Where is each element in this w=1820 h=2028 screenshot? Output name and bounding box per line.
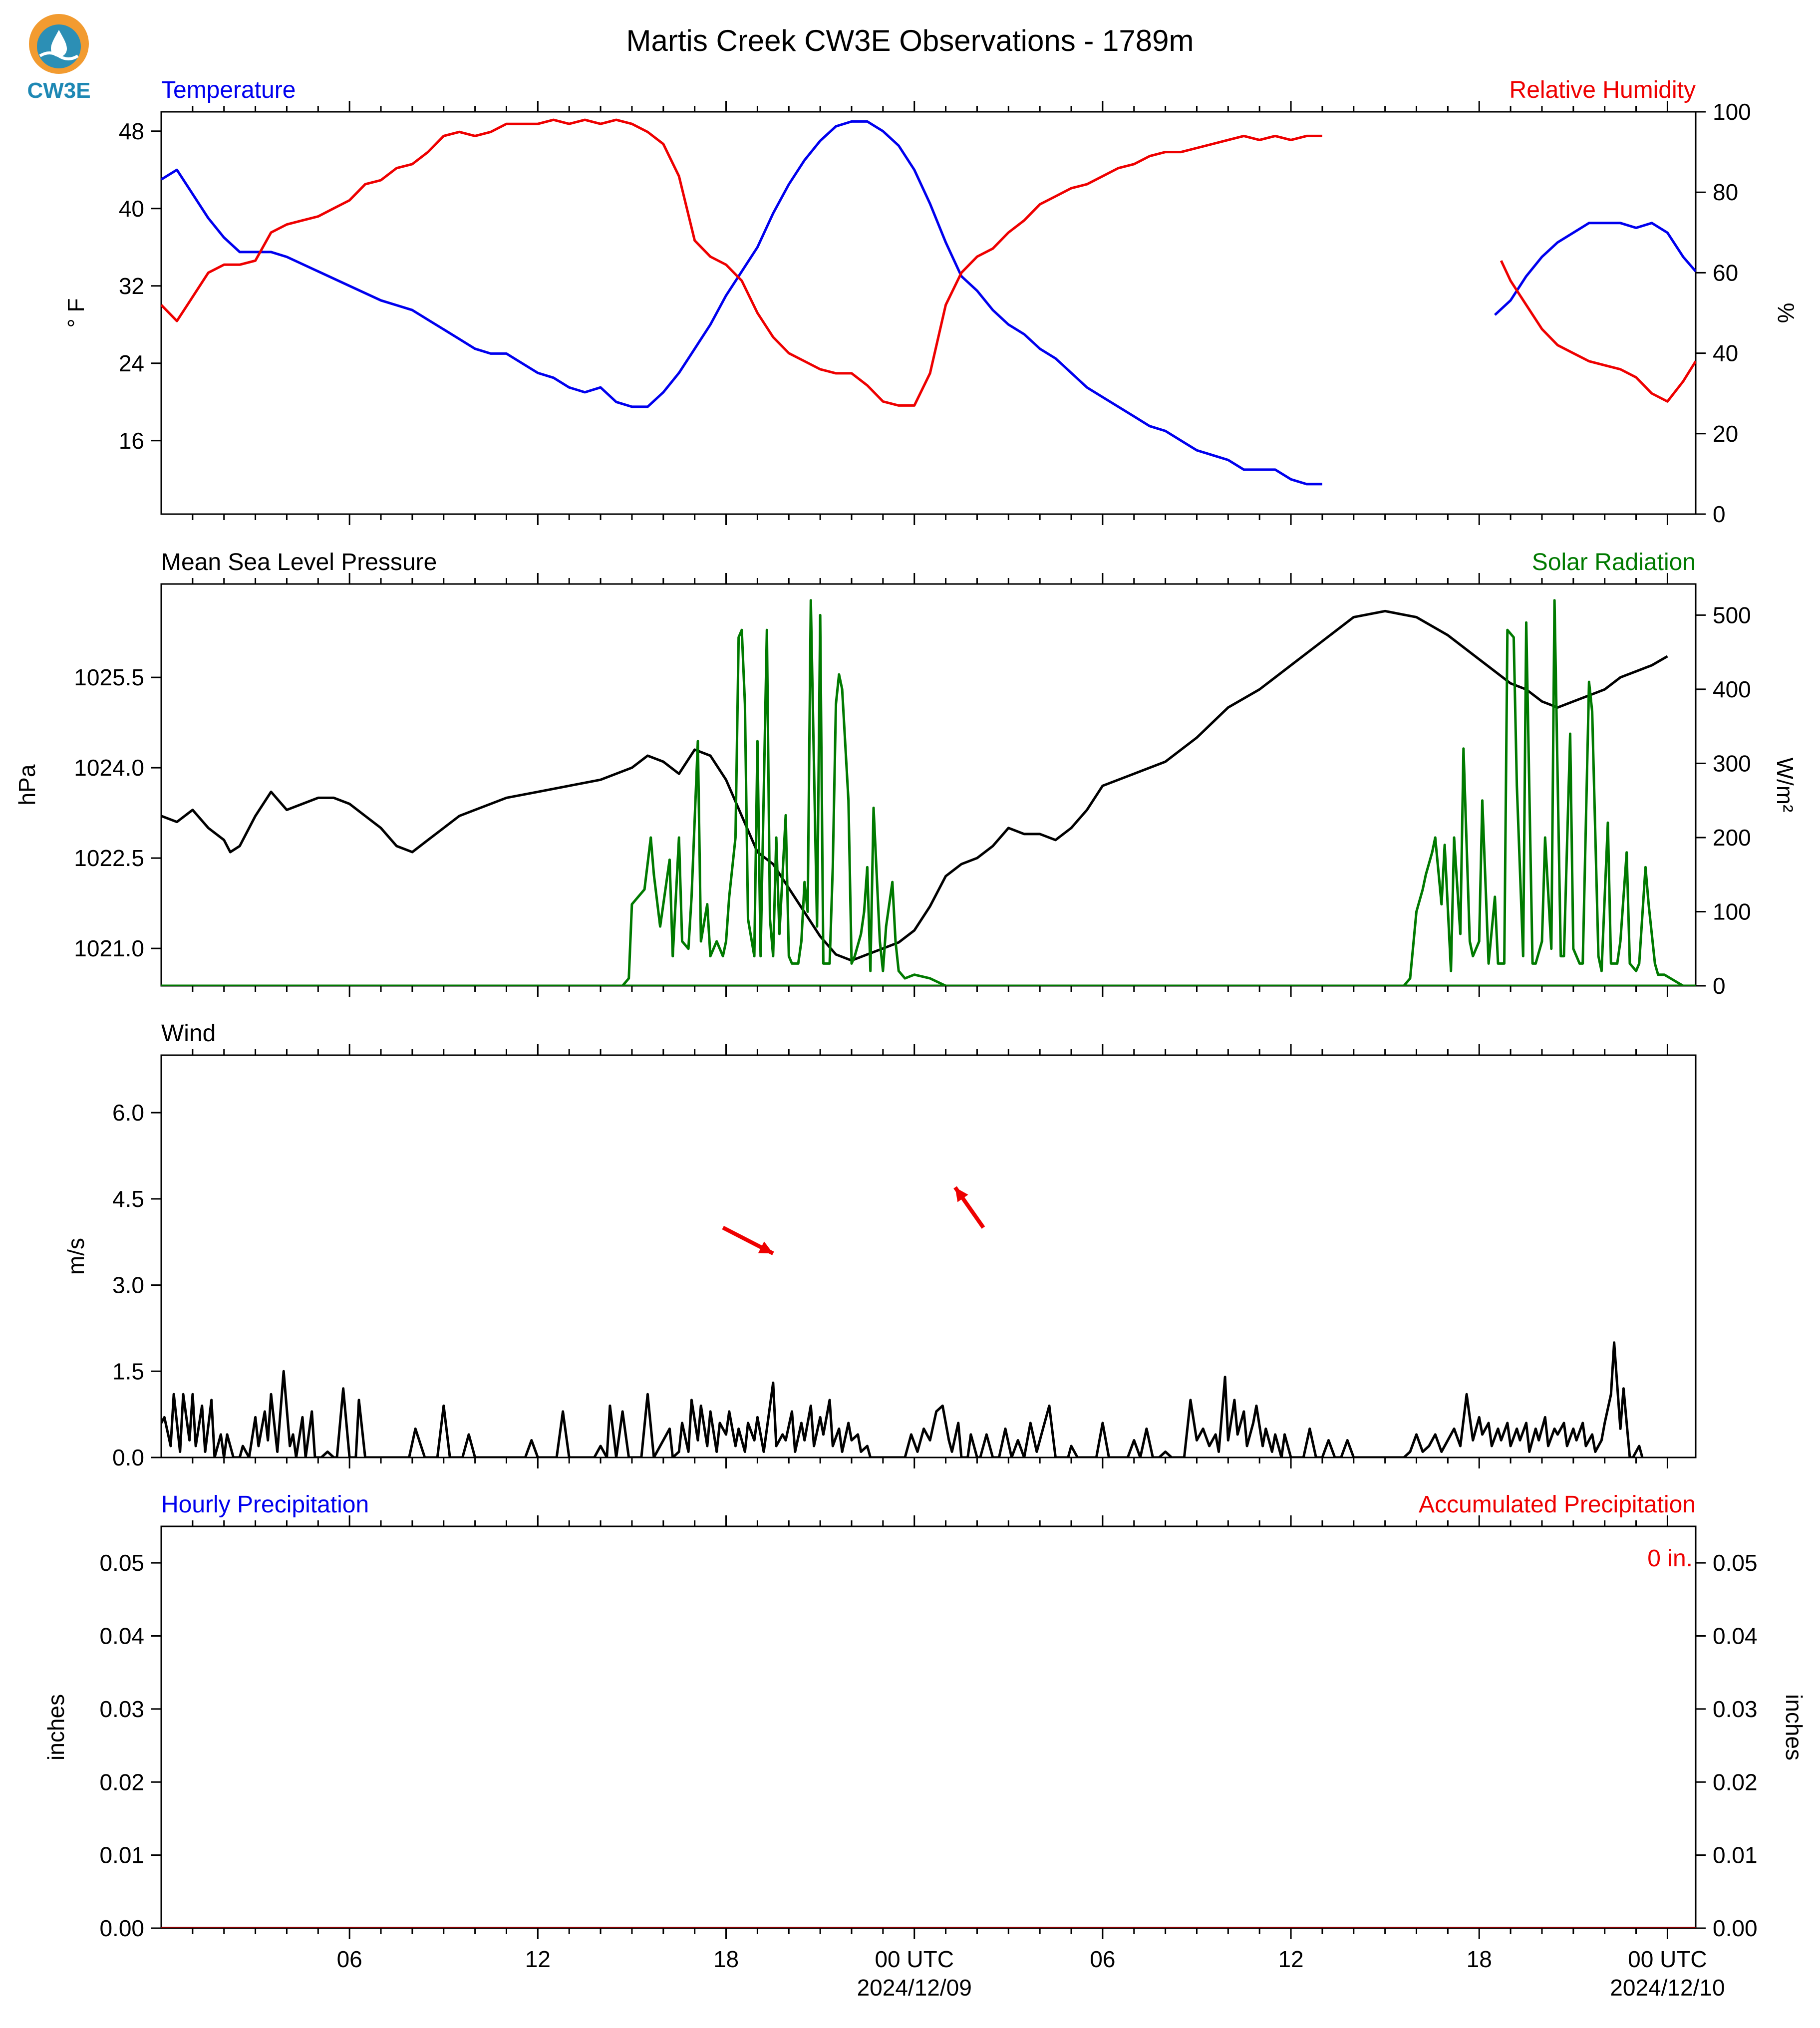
right-tick-label: 300 [1713,750,1751,776]
left-title: Hourly Precipitation [161,1491,369,1518]
right-tick-label: 0 [1713,973,1726,999]
panel-pressure-solar: Mean Sea Level Pressure Solar Radiation 10… [14,549,1798,999]
left-tick-label: 16 [119,428,144,454]
right-tick-label: 200 [1713,825,1751,851]
left-tick-label: 4.5 [112,1186,144,1212]
series-line-0-1 [1494,222,1696,316]
series-line-1-1 [1500,260,1696,403]
series-line-0-0 [161,120,1322,486]
series-line-0-0 [161,609,1668,962]
left-axis-label: ° F [63,298,89,327]
wind-arrow-icon [953,1186,985,1229]
right-title: Solar Radiation [1532,549,1696,576]
plot-frame [160,1525,1697,1929]
x-tick-date-label: 2024/12/10 [1610,1975,1725,2001]
left-tick-label: 1.5 [112,1358,144,1384]
plot-frame [160,1054,1697,1458]
panel-temperature-humidity: Temperature Relative Humidity 16 24 32 40 48 ° … [63,77,1799,527]
wind-arrow-head [758,1241,773,1254]
right-tick-label: 500 [1713,602,1751,628]
x-tick-label: 18 [1467,1946,1492,1972]
left-tick-label: 0.04 [99,1623,144,1649]
plot-frame [160,111,1697,515]
accumulated-total-label: 0 in. [1647,1545,1693,1572]
left-title: Mean Sea Level Pressure [161,549,437,576]
right-tick-label: 100 [1713,898,1751,924]
right-tick-label: 0.02 [1713,1769,1758,1795]
right-axis-label: inches [1781,1694,1807,1760]
left-tick-label: 0.0 [112,1445,144,1470]
panel-wind: Wind 0.0 1.5 3.0 4.5 6.0 m/s [63,1020,1697,1470]
right-tick-label: 60 [1713,260,1738,286]
left-tick-label: 24 [119,350,144,376]
x-tick-label: 18 [713,1946,739,1972]
left-tick-label: 3.0 [112,1272,144,1298]
right-tick-label: 0.05 [1713,1550,1758,1576]
left-tick-label: 1024.0 [74,755,144,781]
right-tick-label: 400 [1713,676,1751,702]
right-axis-label: % [1773,303,1799,323]
left-tick-label: 32 [119,273,144,299]
left-axis-label: m/s [63,1238,89,1275]
x-tick-label: 12 [1278,1946,1303,1972]
left-tick-label: 0.01 [99,1842,144,1868]
right-tick-label: 0.01 [1713,1842,1758,1868]
cw3e-logo: CW3E [27,14,91,103]
left-tick-label: 0.03 [99,1696,144,1722]
panels: Temperature Relative Humidity 16 24 32 40 48 ° … [14,77,1807,1941]
right-tick-label: 0.00 [1713,1915,1758,1941]
left-title: Wind [161,1020,216,1047]
series-line-1-0 [161,118,1322,407]
x-axis-labels: 06 12 18 00 UTC 2024/12/09 06 12 18 00 UTC 2024/1… [337,1946,1725,2001]
right-axis-label: W/m² [1772,758,1798,813]
right-title: Accumulated Precipitation [1419,1491,1696,1518]
left-tick-label: 1022.5 [74,845,144,871]
left-axis-label: hPa [14,764,40,805]
logo-drop-icon [51,30,67,57]
x-tick-label: 00 UTC [1628,1946,1707,1972]
panel-precipitation: Hourly Precipitation Accumulated Precipit… [43,1491,1807,1941]
wind-arrow-head [955,1187,968,1202]
right-tick-label: 20 [1713,421,1738,447]
left-title: Temperature [161,77,296,103]
right-title: Relative Humidity [1510,77,1696,103]
x-tick-label: 12 [525,1946,551,1972]
left-axis-label: inches [43,1694,69,1760]
logo-text: CW3E [27,78,90,103]
left-tick-label: 1021.0 [74,935,144,961]
series-line-0-0 [161,1341,1644,1457]
x-tick-date-label: 2024/12/09 [857,1975,972,2001]
series-line-1-1 [161,599,1696,986]
chart-title: Martis Creek CW3E Observations - 1789m [626,24,1194,57]
right-tick-label: 40 [1713,340,1738,366]
logo-wave-icon [39,51,79,60]
left-tick-label: 40 [119,196,144,222]
left-tick-label: 0.00 [99,1915,144,1941]
series-line-1-0 [161,599,1696,986]
left-tick-label: 1025.5 [74,664,144,690]
left-tick-label: 6.0 [112,1100,144,1126]
left-tick-label: 48 [119,118,144,144]
right-tick-label: 0 [1713,501,1726,527]
x-tick-label: 06 [1090,1946,1115,1972]
wind-arrow-icon [722,1225,774,1255]
right-tick-label: 0.04 [1713,1623,1758,1649]
right-tick-label: 0.03 [1713,1696,1758,1722]
x-tick-label: 06 [337,1946,362,1972]
left-tick-label: 0.05 [99,1550,144,1576]
right-tick-label: 80 [1713,179,1738,205]
left-tick-label: 0.02 [99,1769,144,1795]
right-tick-label: 100 [1713,99,1751,125]
x-tick-label: 00 UTC [875,1946,953,1972]
